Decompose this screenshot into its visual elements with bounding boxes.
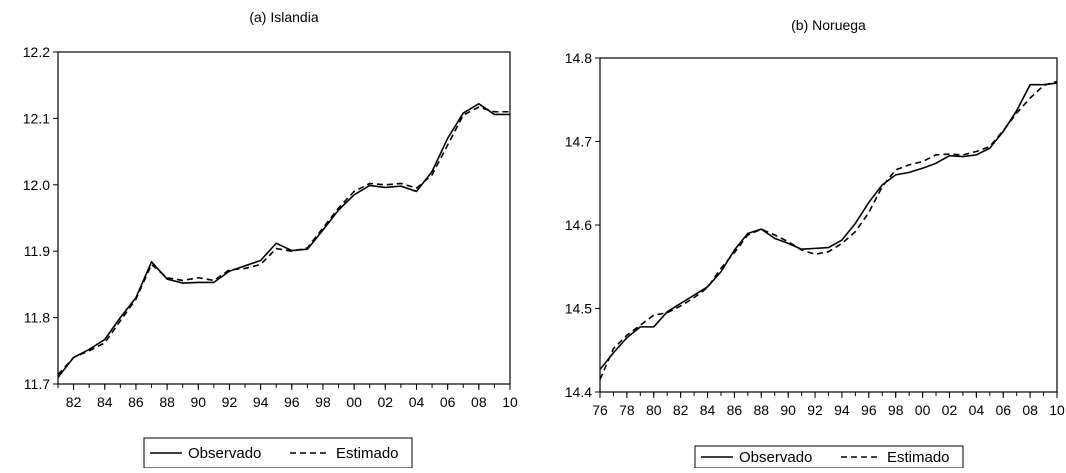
legend-label-estimado: Estimado [887,449,950,466]
y-tick-label: 14.5 [565,301,592,317]
x-tick-label: 06 [440,394,456,410]
x-tick-label: 06 [995,402,1011,418]
y-tick-label: 11.7 [24,376,50,392]
y-tick-label: 12.0 [23,177,50,193]
x-tick-label: 08 [1022,402,1038,418]
x-tick-label: 84 [97,394,113,410]
x-tick-label: 86 [727,402,743,418]
series-line-estimado [57,106,510,376]
chart-title: (a) Islandia [249,9,318,25]
x-tick-label: 82 [673,402,689,418]
y-tick-label: 14.4 [565,384,592,400]
x-tick-label: 82 [66,394,82,410]
y-tick-label: 12.1 [23,110,50,126]
x-tick-label: 80 [646,402,662,418]
x-tick-label: 10 [502,394,518,410]
x-tick-label: 88 [754,402,770,418]
chart-title: (b) Noruega [791,17,866,33]
plot-frame [57,51,511,385]
x-tick-label: 96 [861,402,877,418]
x-tick-label: 76 [592,402,608,418]
legend-box [143,437,413,469]
x-tick-label: 00 [346,394,362,410]
x-tick-label: 86 [128,394,144,410]
series-line-estimado [599,80,1058,380]
y-tick-label: 12.2 [23,44,50,60]
x-tick-label: 84 [700,402,716,418]
x-tick-label: 98 [315,394,331,410]
x-tick-label: 04 [409,394,425,410]
x-tick-label: 04 [969,402,985,418]
x-tick-label: 78 [619,402,635,418]
y-tick-label: 14.7 [565,134,592,150]
legend-label-estimado: Estimado [336,445,399,462]
chart-2: (b) Noruega 14.4 14.5 14.6 14.7 14.8 76 78 80 82 8… [565,17,1065,469]
y-tick-label: 14.8 [565,50,592,66]
series-line-observado [57,102,510,378]
plot-frame [599,57,1058,393]
x-tick-label: 90 [780,402,796,418]
x-tick-label: 88 [159,394,175,410]
x-tick-label: 00 [915,402,931,418]
x-tick-label: 96 [284,394,300,410]
chart-1: (a) Islandia 11.7 11.8 11.9 12.0 12.1 12.2 82 84… [23,9,518,469]
x-tick-label: 02 [378,394,394,410]
x-tick-label: 94 [834,402,850,418]
y-tick-label: 11.8 [24,310,50,326]
x-tick-label: 08 [471,394,487,410]
x-tick-label: 02 [942,402,958,418]
legend-label-observado: Observado [188,445,261,462]
x-tick-label: 92 [222,394,238,410]
x-tick-label: 98 [888,402,904,418]
series-line-observado [599,82,1058,370]
legend-label-observado: Observado [739,449,812,466]
x-tick-label: 90 [190,394,206,410]
x-tick-label: 92 [807,402,823,418]
y-tick-label: 14.6 [565,217,592,233]
x-tick-label: 94 [253,394,269,410]
x-tick-label: 10 [1049,402,1065,418]
y-tick-label: 11.9 [24,243,50,259]
